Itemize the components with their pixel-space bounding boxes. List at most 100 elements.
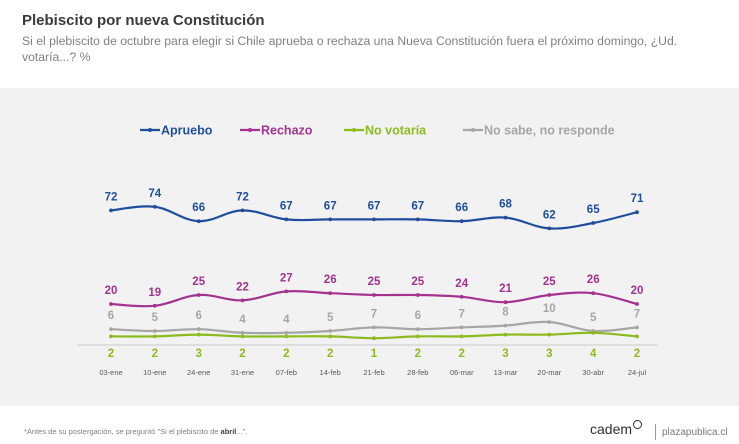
site-link: plazapublica.cl [662,427,728,438]
data-label-no-sabe-no-responde-14-feb: 5 [327,312,334,324]
data-point-apruebo-13-mar [503,215,508,220]
x-tick-label-24-jul: 24-jul [628,368,647,377]
footer: *Antes de su postergación, se preguntó "… [0,406,739,444]
series-lines [109,204,639,341]
data-label-no-votaria-14-feb: 2 [327,348,333,360]
data-point-no-sabe-no-responde-24-ene [196,327,201,332]
legend-item-rechazo: Rechazo [240,124,313,138]
footnote-prefix: *Antes de su postergación, se preguntó "… [24,427,221,436]
data-label-no-votaria-06-mar: 2 [458,348,464,360]
data-label-apruebo-06-mar: 66 [455,202,468,214]
legend-item-no-votaria: No votaría [344,124,427,138]
data-label-rechazo-03-ene: 20 [105,285,118,297]
data-label-no-votaria-03-ene: 2 [108,348,114,360]
data-label-rechazo-24-ene: 25 [192,276,205,288]
cadem-logo: cadem [590,420,643,437]
data-label-no-votaria-13-mar: 3 [502,348,508,360]
data-label-no-sabe-no-responde-06-mar: 7 [458,308,464,320]
x-tick-label-30-abr: 30-abr [582,368,604,377]
data-point-apruebo-28-feb [415,217,420,222]
data-label-apruebo-20-mar: 62 [543,209,556,221]
x-tick-label-31-ene: 31-ene [231,368,254,377]
footnote: *Antes de su postergación, se preguntó "… [24,427,247,436]
data-point-apruebo-03-ene [109,208,113,213]
data-label-apruebo-31-ene: 72 [236,191,249,203]
data-point-rechazo-24-jul [635,302,639,306]
data-label-apruebo-30-abr: 65 [587,204,600,216]
data-point-rechazo-31-ene [240,298,245,303]
data-label-no-votaria-20-mar: 3 [546,348,552,360]
footnote-suffix: ...". [236,427,248,436]
data-label-rechazo-20-mar: 25 [543,276,556,288]
data-point-apruebo-31-ene [240,208,245,213]
data-label-no-votaria-30-abr: 4 [590,348,597,360]
data-label-apruebo-24-jul: 71 [631,193,644,205]
data-label-apruebo-14-feb: 67 [324,200,337,212]
data-point-rechazo-24-ene [196,293,201,297]
data-point-no-sabe-no-responde-03-ene [109,327,113,332]
data-label-no-votaria-24-jul: 2 [634,348,640,360]
data-point-no-votaria-13-mar [503,332,508,337]
data-point-rechazo-20-mar [547,293,552,297]
data-label-no-sabe-no-responde-21-feb: 7 [371,308,377,320]
legend-marker-rechazo [248,128,252,132]
data-label-no-sabe-no-responde-13-mar: 8 [502,307,509,319]
data-label-rechazo-07-feb: 27 [280,272,293,284]
data-label-no-sabe-no-responde-07-feb: 4 [283,314,290,326]
data-label-no-sabe-no-responde-31-ene: 4 [239,314,246,326]
data-point-rechazo-07-feb [284,289,289,294]
x-tick-label-06-mar: 06-mar [450,368,474,377]
data-label-rechazo-14-feb: 26 [324,274,337,286]
chart-panel [0,88,739,406]
data-point-no-votaria-30-abr [591,330,596,335]
data-point-apruebo-14-feb [328,217,333,222]
x-axis-ticks: 03-ene 10-ene 24-ene 31-ene 07-feb 14-feb 21-f… [99,368,646,377]
data-label-no-votaria-31-ene: 2 [239,348,245,360]
data-point-no-votaria-24-ene [196,332,201,337]
chart-legend: Apruebo Rechazo No votaría No sabe, no resp… [140,124,615,138]
legend-item-apruebo: Apruebo [140,124,213,138]
data-label-rechazo-30-abr: 26 [587,274,600,286]
data-label-apruebo-21-feb: 67 [368,200,381,212]
data-label-rechazo-06-mar: 24 [455,278,468,290]
data-label-apruebo-24-ene: 66 [192,202,205,214]
data-point-no-votaria-07-feb [284,334,289,339]
data-point-rechazo-28-feb [415,293,420,297]
legend-marker-apruebo [148,128,152,132]
logo-ring-icon [633,420,643,429]
data-label-rechazo-31-ene: 22 [236,281,249,293]
data-point-no-sabe-no-responde-13-mar [503,323,508,328]
cadem-logo-text: cadem [590,421,633,437]
footnote-bold: abril [220,427,237,436]
data-label-no-sabe-no-responde-24-ene: 6 [195,310,201,322]
legend-marker-no-votaria [352,128,356,132]
legend-label-no-votaria: No votaría [365,124,427,138]
legend-label-rechazo: Rechazo [261,124,313,138]
data-label-apruebo-28-feb: 67 [411,200,424,212]
data-point-apruebo-10-ene [152,204,157,209]
data-label-rechazo-21-feb: 25 [368,276,381,288]
x-tick-label-10-ene: 10-ene [143,368,166,377]
data-point-rechazo-14-feb [328,291,333,296]
data-point-apruebo-06-mar [459,219,464,224]
data-label-apruebo-03-ene: 72 [105,191,118,203]
data-label-no-sabe-no-responde-28-feb: 6 [415,310,421,322]
data-point-no-votaria-14-feb [328,334,333,339]
data-point-no-sabe-no-responde-20-mar [547,320,552,324]
x-tick-label-20-mar: 20-mar [537,368,561,377]
data-point-no-sabe-no-responde-28-feb [415,327,420,332]
data-point-no-sabe-no-responde-21-feb [372,325,376,330]
data-point-rechazo-03-ene [109,302,113,306]
data-point-apruebo-24-ene [196,219,201,224]
data-point-apruebo-07-feb [284,217,289,222]
data-point-no-sabe-no-responde-31-ene [240,330,245,335]
data-point-no-sabe-no-responde-24-jul [635,325,639,330]
data-label-no-sabe-no-responde-24-jul: 7 [634,308,640,320]
data-point-no-votaria-28-feb [415,334,420,339]
data-label-no-sabe-no-responde-10-ene: 5 [152,312,159,324]
x-tick-label-21-feb: 21-feb [363,368,384,377]
data-label-apruebo-10-ene: 74 [148,188,161,200]
data-point-apruebo-24-jul [635,210,639,215]
